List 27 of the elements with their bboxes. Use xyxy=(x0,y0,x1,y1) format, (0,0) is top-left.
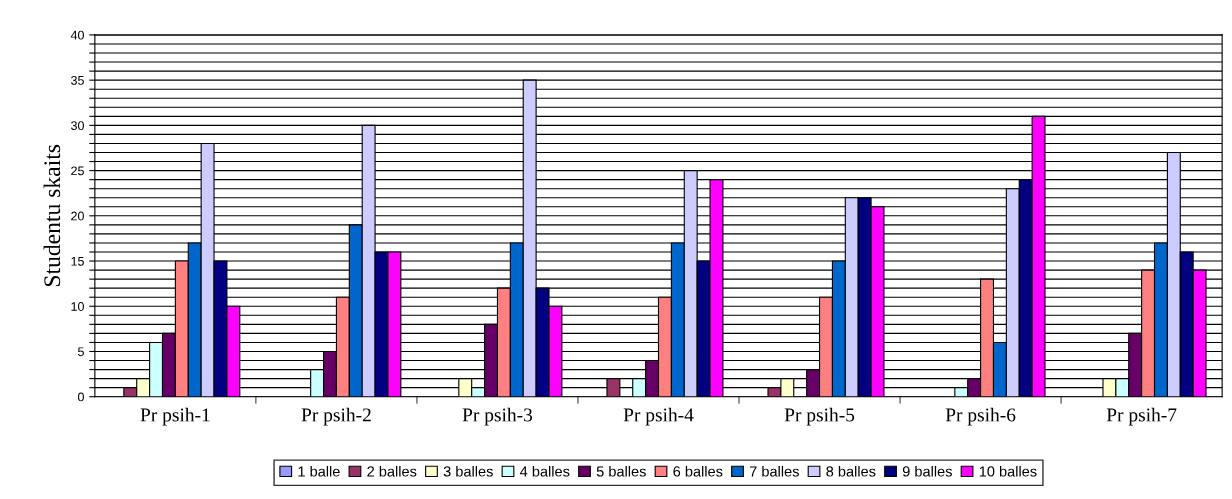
x-tick-label: Pr psih-7 xyxy=(1106,407,1177,426)
x-tick-label: Pr psih-4 xyxy=(623,407,694,426)
x-tick-label: Pr psih-3 xyxy=(462,407,533,426)
y-tick-label: 30 xyxy=(71,121,84,131)
y-tick-label: 0 xyxy=(77,392,84,402)
legend-label: 6 balles xyxy=(673,465,723,477)
legend-label: 8 balles xyxy=(826,465,876,477)
legend-label: 1 balle xyxy=(298,465,340,477)
legend-label: 9 balles xyxy=(902,465,952,477)
legend-label: 10 balles xyxy=(979,465,1037,477)
x-tick-label: Pr psih-1 xyxy=(140,407,210,426)
y-tick-label: 25 xyxy=(71,166,84,176)
y-tick-label: 10 xyxy=(71,302,84,311)
legend-label: 5 balles xyxy=(596,465,646,477)
y-tick-label: 5 xyxy=(78,347,84,357)
x-tick-label: Pr psih-6 xyxy=(945,407,1016,426)
y-axis-title: Studentu skaits xyxy=(43,144,61,287)
y-tick-label: 40 xyxy=(70,30,84,40)
x-tick-label: Pr psih-5 xyxy=(784,407,855,426)
x-tick-label: Pr psih-2 xyxy=(301,407,371,426)
legend-label: 3 balles xyxy=(443,465,493,477)
y-tick-label: 20 xyxy=(71,211,84,221)
legend-label: 7 balles xyxy=(749,465,799,477)
y-tick-label: 15 xyxy=(71,256,84,266)
legend-label: 2 balles xyxy=(367,465,417,477)
legend-label: 4 balles xyxy=(519,465,570,477)
y-tick-label: 35 xyxy=(71,75,84,85)
